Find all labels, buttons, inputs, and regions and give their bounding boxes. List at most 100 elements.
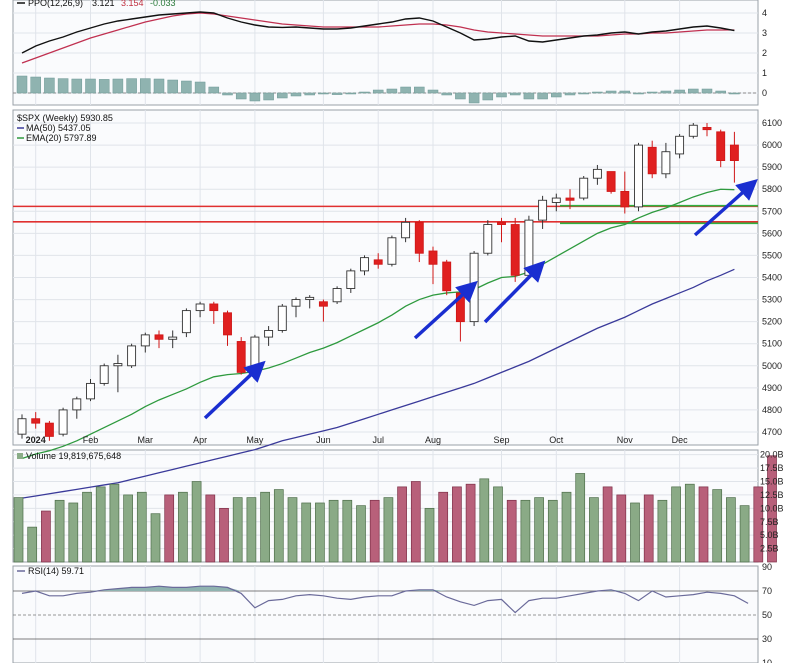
candle-body: [716, 131, 726, 161]
volume-bar: [712, 489, 723, 563]
ppo-histogram-bar: [729, 92, 740, 95]
ppo-signal-value: 3.154: [121, 0, 144, 8]
candle-body: [729, 144, 739, 161]
volume-bar: [232, 497, 243, 563]
ma50-line: [21, 268, 735, 499]
ppo-histogram-bar: [359, 91, 370, 94]
ppo-value: 3.121: [92, 0, 115, 8]
candle-body: [387, 237, 397, 265]
volume-bar: [27, 526, 38, 563]
rsi-tick-label: 30: [762, 634, 772, 644]
ppo-histogram-bar: [633, 92, 644, 95]
volume-bar: [246, 497, 257, 563]
volume-bar: [109, 483, 120, 563]
ppo-histogram-bar: [400, 86, 411, 94]
ppo-histogram-bar: [578, 92, 589, 95]
volume-bar: [547, 499, 558, 563]
ppo-histogram-bar: [427, 89, 439, 94]
ppo-tick-label: 4: [762, 8, 767, 18]
candle-body: [414, 221, 424, 254]
candle-body: [565, 197, 575, 201]
ppo-histogram-bar: [290, 92, 302, 97]
ppo-histogram-bar: [57, 78, 69, 94]
month-label: Dec: [672, 435, 689, 445]
candle-body: [647, 146, 657, 175]
volume-bar: [68, 502, 79, 563]
month-label: Jun: [316, 435, 331, 445]
candle-body: [305, 296, 315, 301]
ppo-histogram-bar: [304, 92, 315, 96]
volume-bar: [671, 486, 681, 563]
candle-body: [264, 330, 274, 338]
volume-bar: [753, 486, 764, 563]
price-tick-label: 5100: [762, 339, 782, 349]
ppo-histogram-bar: [523, 92, 535, 100]
ppo-histogram-bar: [619, 90, 631, 94]
trend-arrow: [693, 179, 758, 237]
price-tick-label: 4700: [762, 427, 782, 437]
ppo-histogram-bar: [126, 78, 137, 94]
axis-labels: 2024 Feb Mar Apr May Jun Jul Aug Sep Oct Nov Dec 4 3 2…: [26, 8, 784, 663]
volume-bar: [260, 491, 270, 563]
price-tick-label: 6000: [762, 140, 782, 150]
candle-body: [140, 334, 150, 347]
candle-body: [510, 224, 520, 276]
candle-body: [318, 301, 328, 307]
ppo-histogram-bar: [85, 78, 96, 94]
candle-body: [442, 261, 452, 292]
ppo-histogram-bar: [208, 86, 220, 94]
volume-bar: [589, 497, 599, 563]
price-tick-label: 5700: [762, 206, 782, 216]
volume-bar: [643, 494, 654, 563]
ppo-signal-line: [21, 12, 735, 64]
volume-bar: [602, 486, 613, 563]
volume-bar: [493, 486, 503, 563]
candle-body: [86, 382, 95, 400]
candle-body: [44, 422, 54, 437]
ppo-histogram-bar: [263, 92, 274, 101]
volume-bar: [191, 481, 202, 563]
volume-bar: [452, 486, 462, 563]
candle-body: [551, 197, 561, 203]
price-tick-label: 4900: [762, 383, 782, 393]
candle-body: [401, 221, 411, 239]
volume-bar: [383, 497, 394, 563]
candle-body: [592, 168, 602, 179]
ppo-histogram-bar: [688, 88, 699, 94]
price-tick-label: 4800: [762, 405, 782, 415]
ppo-tick-label: 1: [762, 68, 767, 78]
volume-bar: [315, 502, 325, 563]
month-label: Feb: [83, 435, 99, 445]
candle-body: [606, 171, 616, 192]
candle-body: [236, 341, 246, 373]
candle-body: [223, 312, 232, 336]
candle-body: [99, 365, 109, 384]
ppo-histogram-bar: [674, 89, 685, 94]
candle-body: [661, 151, 671, 175]
volume-bar: [287, 497, 298, 563]
ppo-histogram-bar: [660, 90, 672, 94]
ppo-legend: PPO(12,26,9) 3.121 3.154 -0.033: [17, 0, 176, 8]
volume-bar: [616, 494, 627, 563]
rsi-tick-label: 90: [762, 562, 772, 572]
ppo-histogram-bar: [112, 78, 124, 94]
rsi-line: [21, 585, 749, 614]
volume-bar: [698, 486, 709, 563]
ppo-histogram-bar: [30, 76, 41, 94]
trend-arrow: [413, 280, 478, 340]
volume-bar: [410, 481, 421, 563]
candle-body: [620, 190, 630, 208]
volume-bar: [739, 505, 750, 563]
candle-body: [209, 303, 219, 312]
month-label: 2024: [26, 435, 46, 445]
ppo-histogram-bar: [509, 92, 521, 96]
volume-bar: [438, 491, 449, 563]
volume-tick-label: 20.0B: [760, 450, 784, 460]
volume-bar: [657, 499, 668, 563]
ppo-histogram-bar: [71, 78, 83, 94]
ppo-histogram-bar: [140, 78, 151, 94]
ppo-tick-label: 2: [762, 48, 767, 58]
volume-bar: [328, 499, 339, 563]
candle-body: [17, 418, 27, 435]
price-tick-label: 5000: [762, 361, 782, 371]
